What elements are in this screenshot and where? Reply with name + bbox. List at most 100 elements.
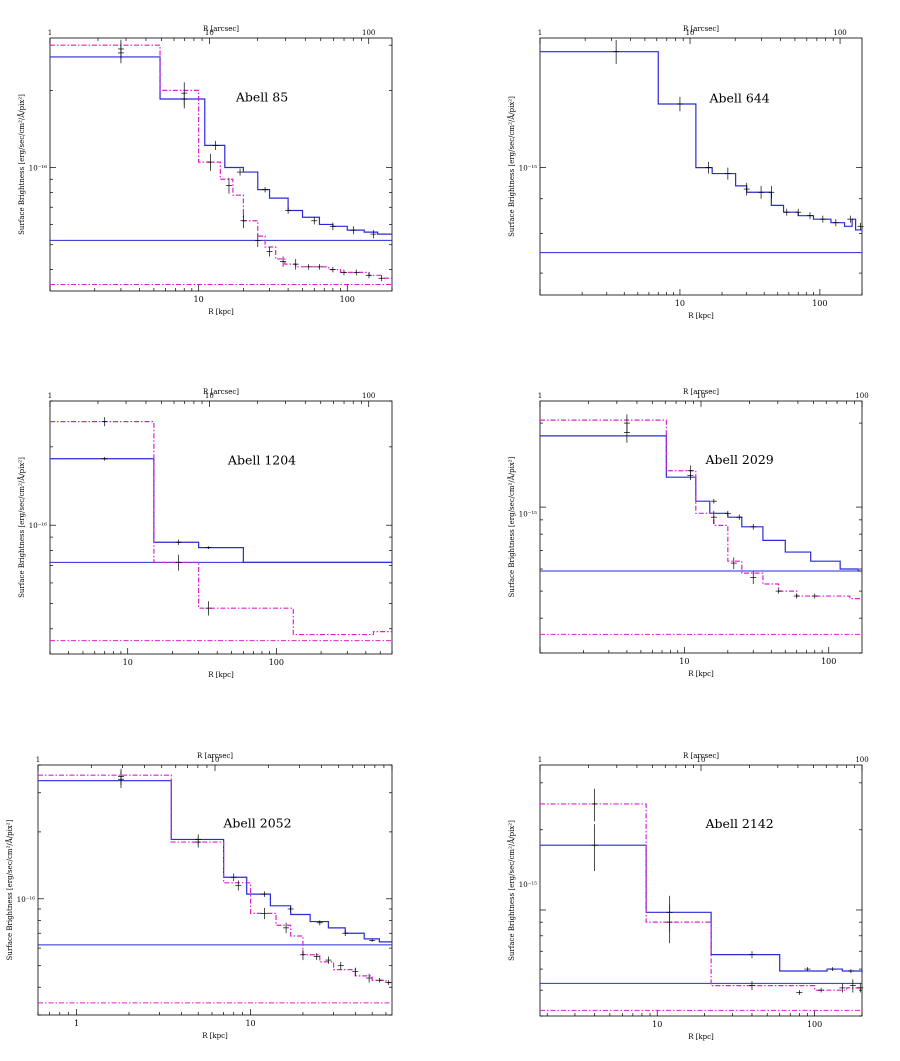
series-magenta-step-profile (50, 44, 392, 279)
x-tick-label: 10 (652, 1020, 662, 1029)
series-blue-step-profile (540, 51, 863, 231)
chart-panel-4: 10 100 1 10 100 R [kpc] R [arcsec] Surface Brig… (507, 388, 869, 678)
series-magenta-data-point (340, 269, 347, 276)
plot-frame (49, 400, 393, 655)
top-axis-label: R [arcsec] (683, 25, 719, 33)
top-axis-label: R [arcsec] (683, 752, 719, 760)
series-blue-step-profile (50, 56, 392, 235)
series-blue-data-point (804, 967, 811, 972)
y-tick-label: 10⁻¹⁶ (17, 896, 35, 904)
x-tick-label: 100 (340, 295, 355, 304)
series-magenta-data-point (385, 980, 392, 985)
x-axis-label: R [kpc] (202, 1032, 228, 1040)
top-axis-label: R [arcsec] (203, 25, 239, 33)
top-tick-label: 10 (205, 392, 214, 400)
series-magenta-data-point (101, 417, 108, 427)
series-magenta-data-point (730, 557, 737, 569)
x-tick-label: 10 (679, 657, 689, 666)
series-blue-data-point (311, 217, 318, 225)
x-tick-label: 100 (812, 299, 827, 308)
series-magenta-data-point (329, 266, 336, 273)
x-axis-label: R [kpc] (688, 312, 714, 320)
series-blue-data-point (768, 185, 775, 199)
series-magenta-data-point (283, 922, 290, 934)
series-magenta-data-point (205, 601, 212, 616)
series-magenta-data-point (591, 788, 598, 822)
series-blue-data-point (806, 212, 813, 220)
series-blue-data-point (847, 969, 854, 974)
x-tick-label: 10 (675, 299, 685, 308)
series-magenta-step-profile (540, 803, 862, 991)
series-blue-data-point (205, 546, 212, 550)
series-magenta-data-point (748, 981, 755, 991)
top-tick-label: 1 (538, 392, 542, 400)
series-magenta-data-point (325, 956, 332, 964)
chart-title: Abell 2029 (705, 452, 774, 467)
x-tick-label: 10 (245, 1019, 255, 1028)
series-magenta-data-point (240, 213, 247, 229)
chart-title: Abell 85 (235, 89, 288, 104)
top-tick-label: 100 (855, 392, 868, 400)
series-magenta-data-point (254, 234, 261, 247)
y-tick-label: 10⁻¹⁶ (29, 522, 47, 530)
top-tick-label: 1 (538, 29, 542, 37)
series-magenta-data-point (378, 275, 385, 282)
series-magenta-data-point (687, 465, 694, 477)
series-magenta-data-point (117, 39, 124, 60)
series-magenta-step-profile (540, 419, 862, 600)
top-axis-label: R [arcsec] (197, 752, 233, 760)
series-blue-data-point (819, 215, 826, 223)
y-tick-label: 10⁻¹⁵ (519, 510, 537, 518)
top-tick-label: 1 (48, 29, 52, 37)
chart-title: Abell 2142 (705, 816, 774, 831)
series-magenta-data-point (299, 949, 306, 961)
plot-frame (539, 764, 863, 1017)
series-magenta-data-point (118, 768, 125, 786)
series-magenta-step-profile (50, 421, 392, 636)
series-magenta-data-point (366, 973, 373, 983)
series-blue-data-point (705, 161, 712, 174)
series-magenta-data-point (849, 979, 856, 993)
series-magenta-data-point (839, 983, 846, 993)
x-axis-label: R [kpc] (688, 670, 714, 678)
plot-frame (49, 37, 393, 292)
series-blue-data-point (613, 39, 620, 64)
series-blue-data-point (262, 186, 269, 193)
series-blue-data-point (350, 226, 357, 235)
series-blue-data-point (736, 514, 743, 520)
chart-title: Abell 2052 (222, 816, 291, 831)
series-blue-data-point (329, 222, 336, 231)
series-blue-data-point (230, 873, 237, 882)
y-axis-label: Surface Brightness [erg/sec/cm²/Å/pix²] (17, 457, 26, 598)
top-tick-label: 10 (205, 29, 214, 37)
series-magenta-data-point (353, 269, 360, 276)
chart-panel-1: 10 100 1 10 100 R [kpc] R [arcsec] Surface Brig… (17, 25, 393, 316)
series-blue-step-profile (50, 458, 392, 563)
top-axis-label: R [arcsec] (203, 388, 239, 396)
top-tick-label: 10 (697, 756, 706, 764)
chart-panel-2: 10 100 1 10 100 R [kpc] R [arcsec] Surface Brig… (507, 25, 864, 320)
x-axis-label: R [kpc] (688, 1033, 714, 1041)
plot-frame (539, 37, 863, 296)
series-blue-data-point (832, 219, 839, 227)
series-magenta-data-point (207, 153, 214, 171)
chart-panel-5: 1 10 1 10 R [kpc] R [arcsec] Surface Brightnes… (5, 752, 393, 1040)
series-blue-data-point (175, 539, 182, 545)
y-axis-label: Surface Brightness [erg/sec/cm²/Å/pix²] (17, 94, 26, 235)
series-blue-data-point (212, 140, 219, 151)
series-blue-data-point (724, 510, 731, 516)
series-magenta-data-point (666, 904, 673, 944)
x-axis-label: R [kpc] (208, 308, 234, 316)
x-tick-label: 10 (123, 658, 133, 667)
series-magenta-data-point (750, 571, 757, 585)
series-blue-data-point (857, 222, 864, 230)
series-blue-data-point (783, 208, 790, 216)
y-axis-label: Surface Brightness [erg/sec/cm²/Å/pix²] (5, 819, 14, 960)
series-magenta-data-point (337, 961, 344, 970)
series-magenta-step-profile (38, 774, 392, 984)
y-axis-label: Surface Brightness [erg/sec/cm²/Å/pix²] (507, 456, 516, 597)
series-blue-data-point (750, 523, 757, 530)
series-blue-data-point (748, 951, 755, 959)
series-magenta-data-point (818, 987, 825, 993)
